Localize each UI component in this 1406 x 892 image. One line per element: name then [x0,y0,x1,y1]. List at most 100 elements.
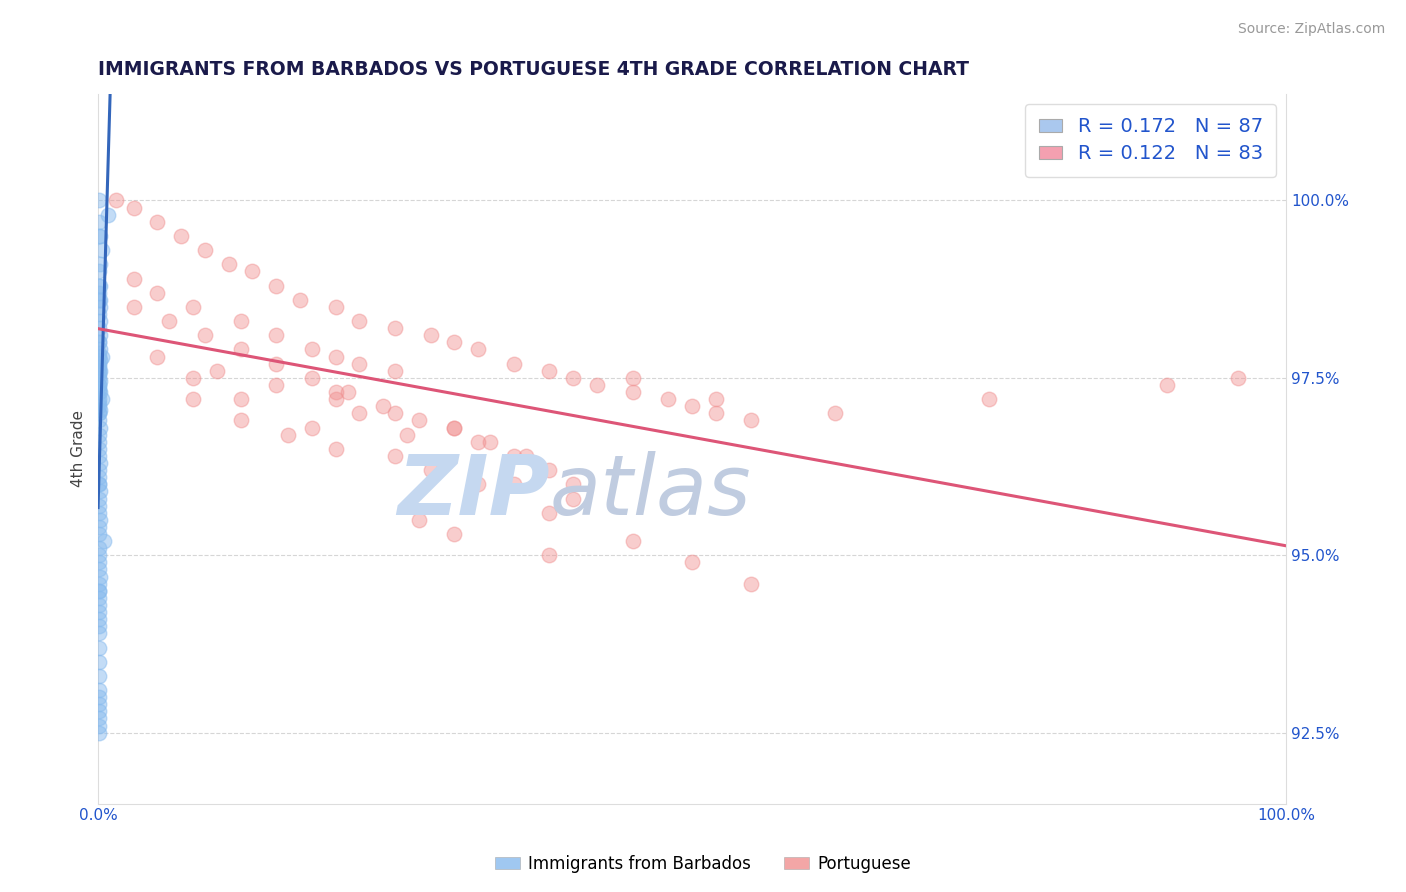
Point [89,711,111,725]
Point [89,449,111,463]
Point [89,229,111,244]
Point [89,343,111,357]
Point [89,583,111,598]
Point [89,385,111,400]
Point [89,555,111,569]
Text: Source: ZipAtlas.com: Source: ZipAtlas.com [1237,22,1385,37]
Point [89,698,111,712]
Point [89,215,111,229]
Point [89,583,111,598]
Point [242,264,264,278]
Point [89,434,111,449]
Point [301,371,323,385]
Point [89,513,111,527]
Point [89,527,111,541]
Point [89,619,111,633]
Point [89,470,111,484]
Point [89,375,111,389]
Point [146,285,169,300]
Point [89,413,111,427]
Point [538,364,561,378]
Point [89,591,111,605]
Point [325,392,347,406]
Point [1156,378,1178,392]
Point [419,463,441,477]
Point [89,406,111,420]
Point [89,378,111,392]
Point [408,513,430,527]
Point [349,314,371,328]
Point [336,385,359,400]
Point [229,392,252,406]
Point [157,314,180,328]
Point [89,640,111,655]
Point [467,477,489,491]
Point [181,392,204,406]
Point [301,343,323,357]
Point [146,350,169,364]
Point [89,477,111,491]
Point [395,427,418,442]
Point [89,371,111,385]
Point [384,364,406,378]
Point [89,353,111,368]
Point [89,229,111,244]
Point [104,194,127,208]
Point [89,612,111,626]
Point [740,413,762,427]
Y-axis label: 4th Grade: 4th Grade [72,410,86,487]
Point [146,215,169,229]
Point [89,605,111,619]
Legend: R = 0.172   N = 87, R = 0.122   N = 83: R = 0.172 N = 87, R = 0.122 N = 83 [1025,103,1277,177]
Point [301,420,323,434]
Point [443,420,465,434]
Point [467,343,489,357]
Point [229,314,252,328]
Point [443,420,465,434]
Point [740,576,762,591]
Point [89,335,111,350]
Point [502,449,524,463]
Point [89,655,111,669]
Point [89,385,111,400]
Point [467,434,489,449]
Point [93,534,115,549]
Point [90,243,112,257]
Point [562,371,585,385]
Point [89,321,111,335]
Point [89,360,111,375]
Point [89,285,111,300]
Point [229,343,252,357]
Point [89,395,111,409]
Point [562,477,585,491]
Point [824,406,846,420]
Point [90,392,112,406]
Point [408,413,430,427]
Point [538,463,561,477]
Point [264,278,287,293]
Point [89,669,111,683]
Point [264,378,287,392]
Point [89,278,111,293]
Point [89,484,111,499]
Point [621,385,644,400]
Point [349,406,371,420]
Point [122,201,145,215]
Point [89,364,111,378]
Point [384,321,406,335]
Point [89,368,111,382]
Point [325,442,347,456]
Point [89,314,111,328]
Point [264,328,287,343]
Point [194,328,217,343]
Point [373,399,395,413]
Point [89,293,111,307]
Point [218,257,240,271]
Point [89,541,111,556]
Point [586,378,609,392]
Point [89,683,111,698]
Point [89,194,111,208]
Point [89,690,111,705]
Point [325,350,347,364]
Point [96,208,118,222]
